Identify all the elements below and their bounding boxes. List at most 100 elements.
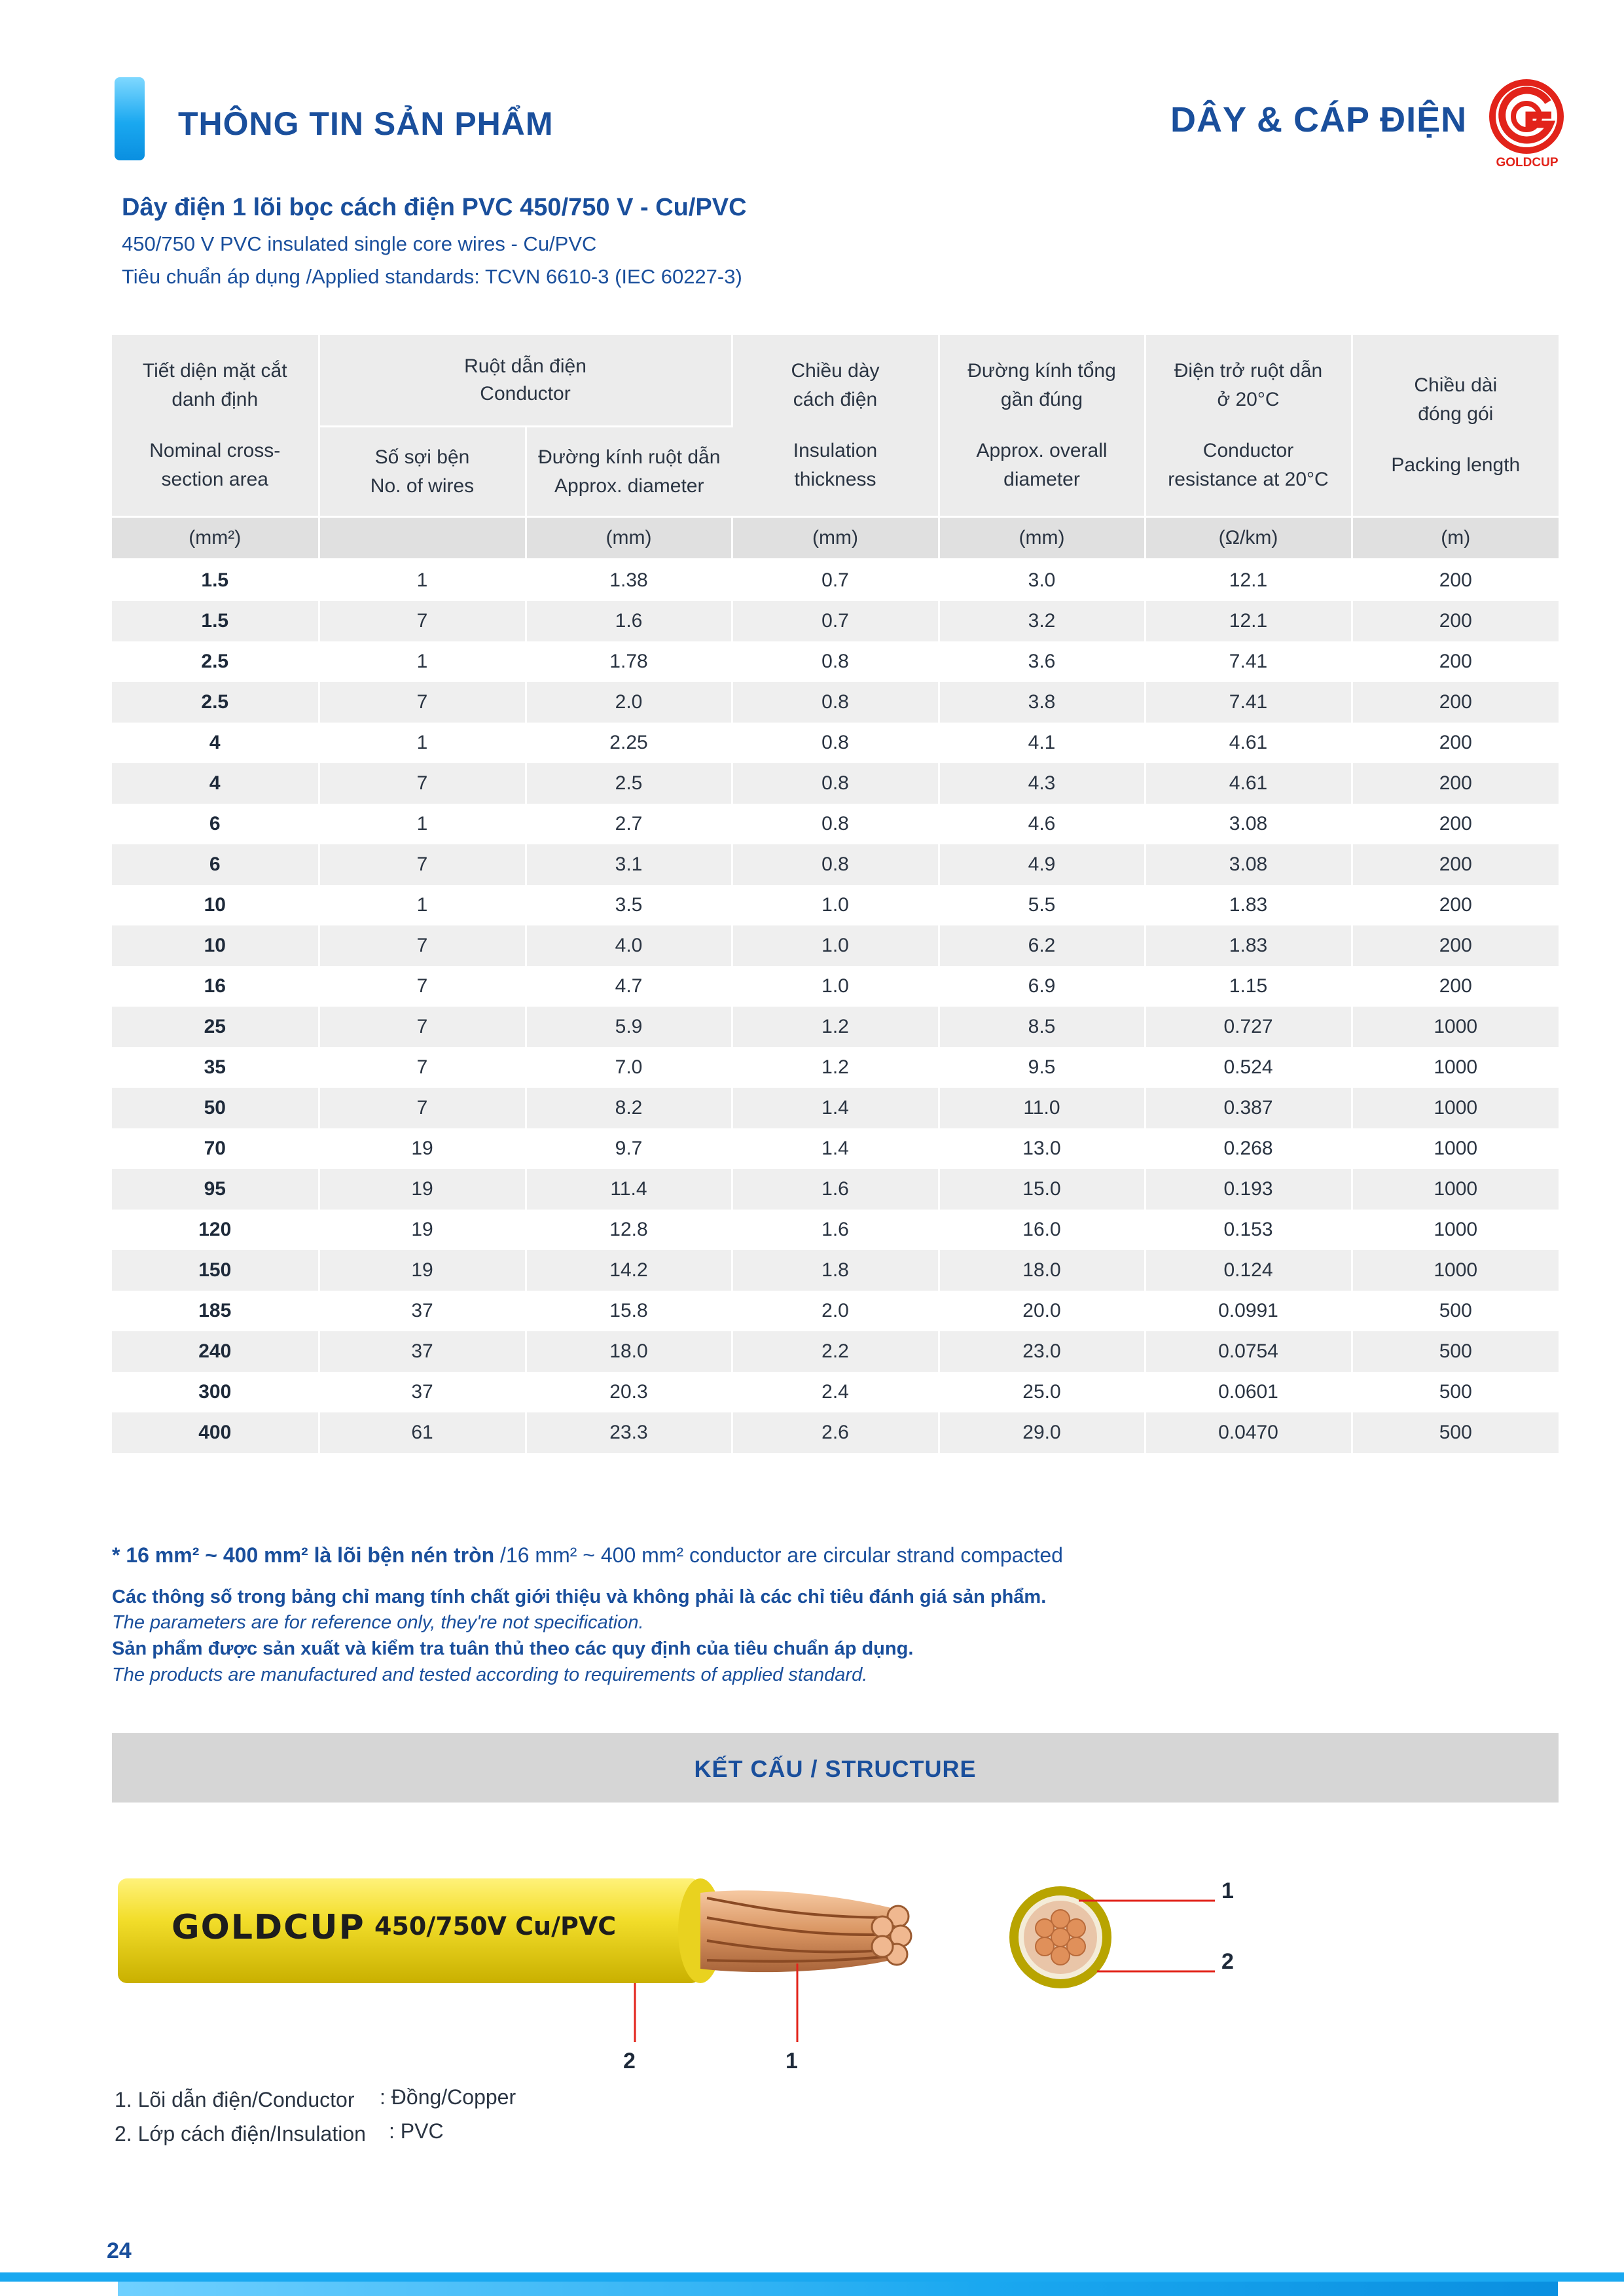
header-packing-length: Chiều dài đóng gói Packing length: [1352, 335, 1559, 518]
table-cell: 4.61: [1145, 723, 1353, 763]
table-cell: 0.193: [1145, 1169, 1353, 1210]
table-cell: 4.3: [939, 763, 1146, 804]
table-cell: 1000: [1352, 1128, 1559, 1169]
header-conductor-diameter: Đường kính ruột dẫn Approx. diameter: [526, 426, 732, 518]
category-title: DÂY & CÁP ĐIỆN: [1170, 100, 1468, 139]
legend-conductor-label: 1. Lõi dẫn điện/Conductor: [115, 2088, 355, 2111]
table-row: 150 19 14.2 1.8 18.0 0.124 1000: [112, 1250, 1559, 1291]
table-cell: 1.5: [112, 559, 320, 601]
table-cell: 1.4: [732, 1128, 940, 1169]
callout-1-side: 1: [785, 2049, 798, 2073]
table-cell: 4.9: [939, 844, 1146, 885]
table-cell: 16: [112, 966, 320, 1007]
table-row: 50 7 8.2 1.4 11.0 0.387 1000: [112, 1088, 1559, 1128]
applied-standard: Tiêu chuẩn áp dụng /Applied standards: T…: [122, 265, 742, 288]
table-cell: 1000: [1352, 1007, 1559, 1047]
table-cell: 4.6: [939, 804, 1146, 844]
table-cell: 1: [319, 885, 527, 925]
table-cell: 200: [1352, 804, 1559, 844]
table-cell: 7: [319, 1088, 527, 1128]
table-row: 10 1 3.5 1.0 5.5 1.83 200: [112, 885, 1559, 925]
structure-banner: [112, 1733, 1559, 1803]
table-row: 2.5 1 1.78 0.8 3.6 7.41 200: [112, 641, 1559, 682]
table-cell: 2.2: [732, 1331, 940, 1372]
insulation-sheath: [118, 1878, 700, 1983]
header-insulation: Chiều dày cách điện Insulation thickness: [732, 335, 940, 518]
table-cell: 1.15: [1145, 966, 1353, 1007]
table-cell: 150: [112, 1250, 320, 1291]
table-cell: 200: [1352, 925, 1559, 966]
table-cell: 200: [1352, 641, 1559, 682]
table-cell: 0.153: [1145, 1210, 1353, 1250]
table-cell: 61: [319, 1412, 527, 1453]
table-cell: 1: [319, 559, 527, 601]
table-cell: 7: [319, 1047, 527, 1088]
table-cell: 0.7: [732, 601, 940, 641]
goldcup-logo-icon: [1489, 79, 1564, 154]
note-compacted-strand: * 16 mm² ~ 400 mm² là lõi bện nén tròn /…: [112, 1543, 1063, 1568]
table-cell: 0.0754: [1145, 1331, 1353, 1372]
header-section: Tiết diện mặt cắt danh định Nominal cross…: [112, 335, 320, 518]
table-cell: 1000: [1352, 1047, 1559, 1088]
table-row: 1.5 7 1.6 0.7 3.2 12.1 200: [112, 601, 1559, 641]
table-cell: 23.0: [939, 1331, 1146, 1372]
table-row: 4 7 2.5 0.8 4.3 4.61 200: [112, 763, 1559, 804]
cable-spec-print: 450/750V Cu/PVC: [374, 1912, 617, 1941]
note-manufacture-vi: Sản phẩm được sản xuất và kiểm tra tuân …: [112, 1638, 914, 1659]
table-cell: 12.1: [1145, 601, 1353, 641]
table-cell: 11.4: [526, 1169, 733, 1210]
cable-cross-section-icon: [1009, 1886, 1215, 1988]
table-cell: 11.0: [939, 1088, 1146, 1128]
table-cell: 3.2: [939, 601, 1146, 641]
table-cell: 1: [319, 723, 527, 763]
table-cell: 0.0470: [1145, 1412, 1353, 1453]
spec-table-body: 1.5 1 1.38 0.7 3.0 12.1 200 1.5 7 1.6 0.7 3.2 12.1 20…: [112, 559, 1559, 1453]
table-cell: 0.727: [1145, 1007, 1353, 1047]
table-cell: 19: [319, 1128, 527, 1169]
table-row: 240 37 18.0 2.2 23.0 0.0754 500: [112, 1331, 1559, 1372]
table-cell: 12.8: [526, 1210, 733, 1250]
table-cell: 500: [1352, 1331, 1559, 1372]
table-cell: 3.5: [526, 885, 733, 925]
table-cell: 0.8: [732, 804, 940, 844]
table-cell: 1.0: [732, 925, 940, 966]
table-cell: 15.8: [526, 1291, 733, 1331]
table-cell: 4.0: [526, 925, 733, 966]
table-cell: 0.387: [1145, 1088, 1353, 1128]
table-cell: 7: [319, 1007, 527, 1047]
table-cell: 1.6: [526, 601, 733, 641]
table-cell: 200: [1352, 885, 1559, 925]
unit-overall: (mm): [939, 516, 1146, 560]
table-cell: 0.0991: [1145, 1291, 1353, 1331]
table-cell: 1000: [1352, 1210, 1559, 1250]
table-cell: 200: [1352, 601, 1559, 641]
table-row: 25 7 5.9 1.2 8.5 0.727 1000: [112, 1007, 1559, 1047]
unit-resistance: (Ω/km): [1145, 516, 1353, 560]
table-cell: 1: [319, 804, 527, 844]
table-cell: 7: [319, 844, 527, 885]
table-cell: 1000: [1352, 1250, 1559, 1291]
table-cell: 240: [112, 1331, 320, 1372]
table-cell: 18.0: [526, 1331, 733, 1372]
unit-wires: [319, 516, 527, 560]
table-cell: 10: [112, 885, 320, 925]
table-cell: 7: [319, 925, 527, 966]
callout-2-side: 2: [623, 2049, 636, 2073]
table-cell: 95: [112, 1169, 320, 1210]
table-cell: 200: [1352, 559, 1559, 601]
table-cell: 2.5: [112, 641, 320, 682]
unit-insulation: (mm): [732, 516, 940, 560]
table-cell: 2.25: [526, 723, 733, 763]
table-cell: 7: [319, 966, 527, 1007]
note-reference-vi: Các thông số trong bảng chỉ mang tính ch…: [112, 1587, 1047, 1607]
footer-bar: [0, 2272, 1624, 2282]
table-cell: 400: [112, 1412, 320, 1453]
table-cell: 500: [1352, 1412, 1559, 1453]
table-row: 95 19 11.4 1.6 15.0 0.193 1000: [112, 1169, 1559, 1210]
table-cell: 500: [1352, 1291, 1559, 1331]
table-cell: 18.0: [939, 1250, 1146, 1291]
table-cell: 23.3: [526, 1412, 733, 1453]
table-cell: 25.0: [939, 1372, 1146, 1412]
table-cell: 7.41: [1145, 641, 1353, 682]
table-cell: 2.5: [526, 763, 733, 804]
